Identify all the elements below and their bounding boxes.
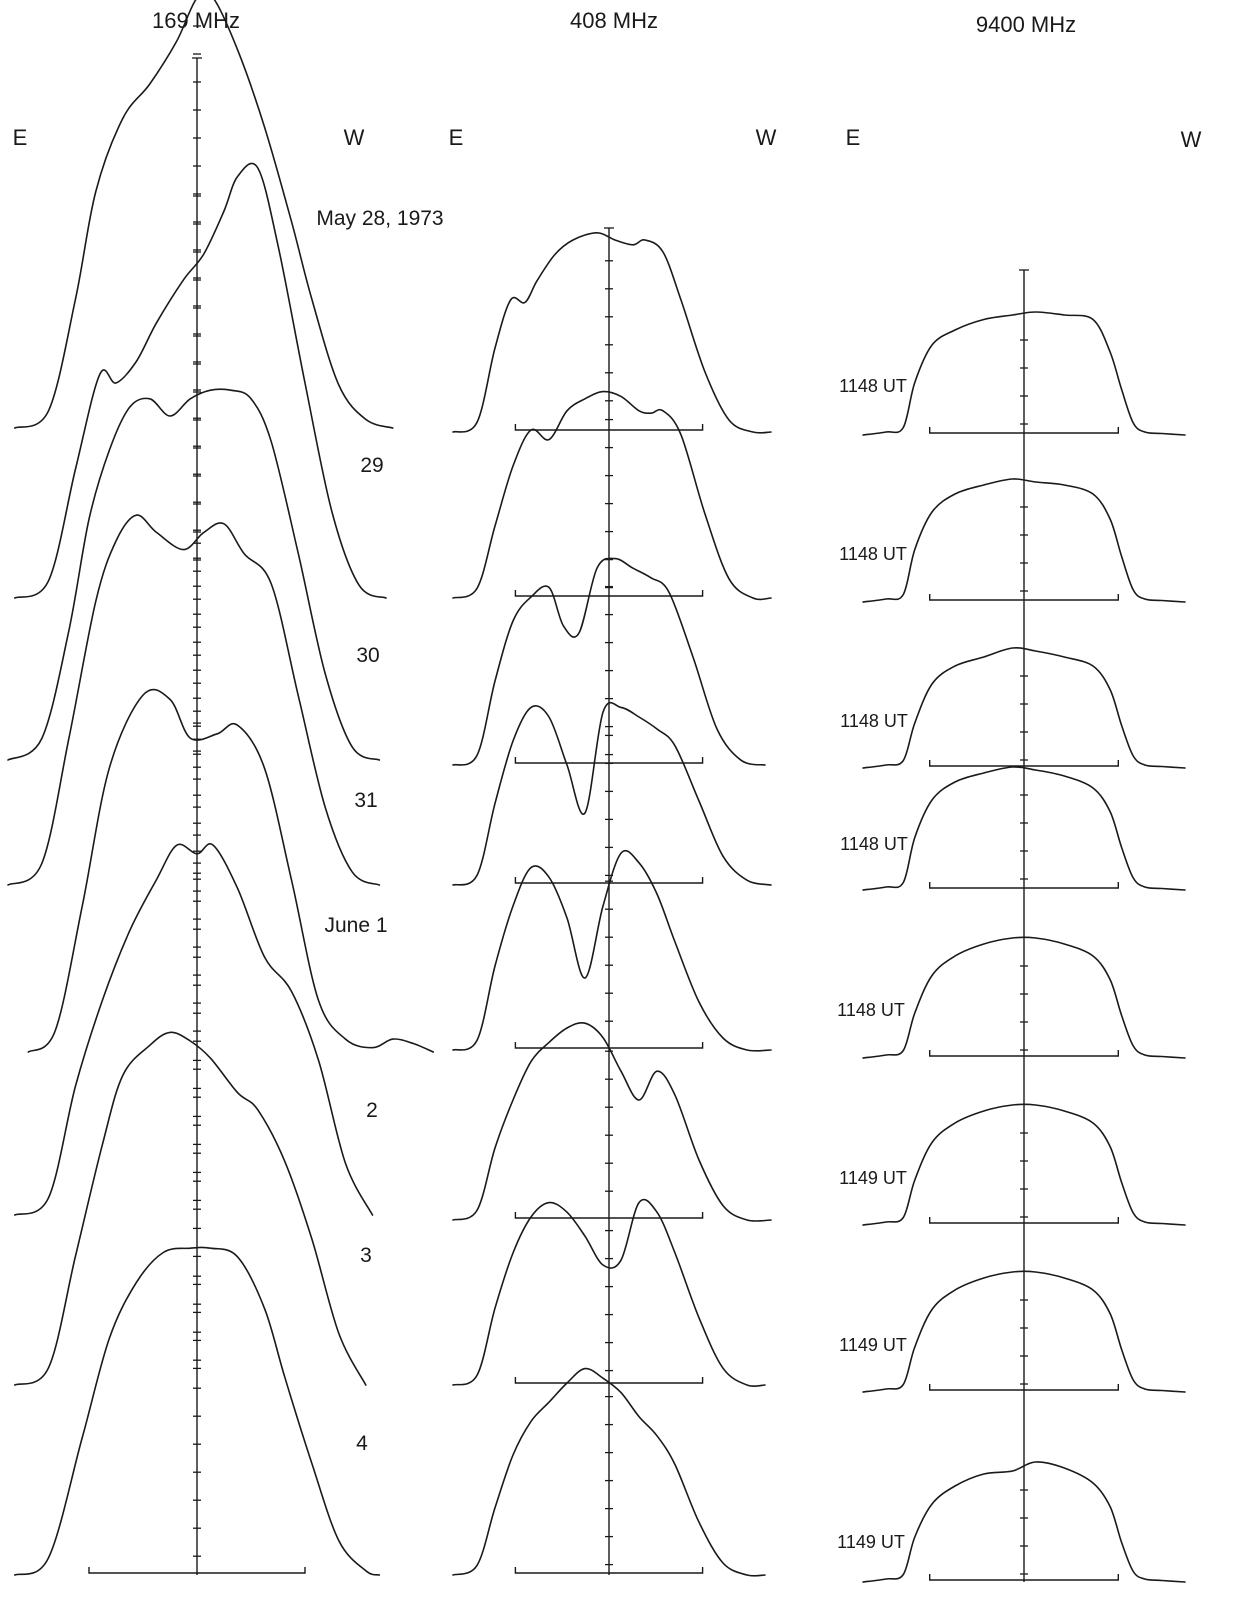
trace-date-label-4: June 1 xyxy=(324,914,387,937)
panel-1 xyxy=(452,227,772,1577)
disk-diameter-2-0 xyxy=(929,427,1119,434)
panel-169-frequency-label: 169 MHz xyxy=(152,8,240,33)
disk-diameter-1-0 xyxy=(514,424,704,431)
trace-1-1 xyxy=(452,390,772,601)
trace-2-0 xyxy=(862,311,1186,436)
disk-diameter-2-7 xyxy=(929,1574,1119,1581)
trace-date-label-3: 31 xyxy=(354,789,377,812)
disk-diameter-2-6 xyxy=(929,1384,1119,1391)
panel-169-west-label: W xyxy=(344,125,365,150)
panel-2 xyxy=(862,269,1186,1583)
panel-0 xyxy=(7,0,435,1576)
trace-1-6 xyxy=(452,1198,766,1388)
panel-408-west-label: W xyxy=(756,125,777,150)
trace-time-label-3: 1148 UT xyxy=(840,834,908,854)
trace-1-5 xyxy=(452,1022,772,1222)
trace-date-label-5: 2 xyxy=(366,1099,378,1122)
trace-date-label-1: 29 xyxy=(360,454,383,477)
trace-date-label-6: 3 xyxy=(360,1244,372,1267)
trace-time-label-5: 1149 UT xyxy=(839,1168,907,1188)
trace-1-7 xyxy=(452,1367,766,1577)
panel-408-frequency-label: 408 MHz xyxy=(570,8,658,33)
disk-diameter-1-1 xyxy=(514,590,704,597)
trace-1-0 xyxy=(452,232,772,434)
trace-2-4 xyxy=(862,936,1186,1059)
disk-diameter-0-7 xyxy=(88,1567,306,1574)
trace-time-label-4: 1148 UT xyxy=(837,1000,905,1020)
panel-408-east-label: E xyxy=(449,125,464,150)
trace-2-1 xyxy=(862,478,1186,603)
disk-diameter-2-3 xyxy=(929,882,1119,889)
panel-169-east-label: E xyxy=(13,125,28,150)
trace-time-label-2: 1148 UT xyxy=(840,711,908,731)
trace-2-7 xyxy=(862,1461,1186,1583)
trace-2-6 xyxy=(862,1270,1186,1393)
trace-1-3 xyxy=(452,701,772,886)
panel-9400-frequency-label: 9400 MHz xyxy=(976,12,1076,37)
trace-time-label-1: 1148 UT xyxy=(839,544,907,564)
trace-time-label-7: 1149 UT xyxy=(837,1532,905,1552)
trace-0-1 xyxy=(14,162,387,599)
disk-diameter-2-2 xyxy=(929,760,1119,767)
disk-diameter-1-5 xyxy=(514,1212,704,1219)
disk-diameter-2-4 xyxy=(929,1050,1119,1057)
trace-2-3 xyxy=(862,766,1186,891)
trace-0-5 xyxy=(14,843,374,1216)
trace-0-4 xyxy=(27,688,435,1053)
trace-0-3 xyxy=(7,514,381,886)
disk-diameter-1-7 xyxy=(514,1567,704,1574)
panel-9400-west-label: W xyxy=(1181,127,1202,152)
chart-marks xyxy=(7,0,1186,1583)
trace-1-4 xyxy=(452,849,772,1052)
trace-2-5 xyxy=(862,1103,1186,1226)
trace-0-2 xyxy=(7,388,381,761)
trace-0-7 xyxy=(14,1246,381,1576)
trace-0-0 xyxy=(14,0,394,429)
trace-date-label-2: 30 xyxy=(356,644,379,667)
trace-0-6 xyxy=(14,1031,367,1386)
trace-time-label-6: 1149 UT xyxy=(839,1335,907,1355)
trace-date-label-0: May 28, 1973 xyxy=(316,207,443,230)
panel-9400-east-label: E xyxy=(846,125,861,150)
trace-date-label-7: 4 xyxy=(356,1432,368,1455)
disk-diameter-2-5 xyxy=(929,1217,1119,1224)
disk-diameter-2-1 xyxy=(929,594,1119,601)
trace-2-2 xyxy=(862,646,1186,769)
trace-1-2 xyxy=(452,557,766,766)
trace-time-label-0: 1148 UT xyxy=(839,376,907,396)
